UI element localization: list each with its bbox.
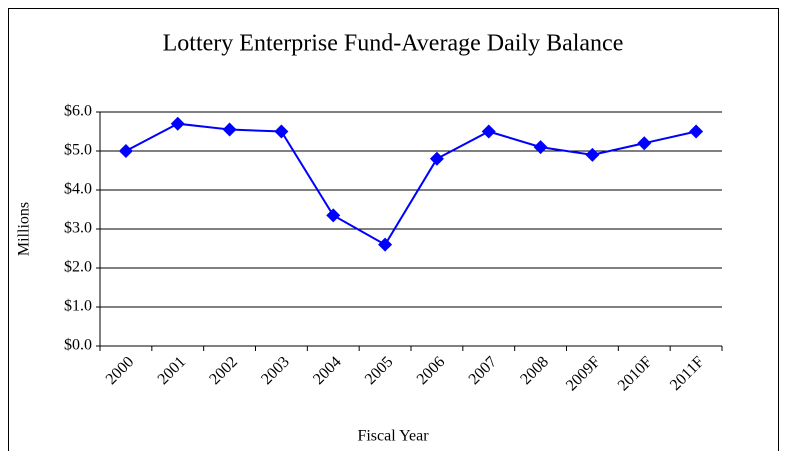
marker bbox=[481, 124, 496, 139]
chart-title: Lottery Enterprise Fund-Average Daily Ba… bbox=[163, 31, 624, 57]
marker bbox=[637, 136, 652, 151]
marker bbox=[689, 124, 704, 139]
x-axis-label: Fiscal Year bbox=[357, 428, 429, 445]
marker bbox=[222, 122, 237, 137]
y-tick-label: $1.0 bbox=[64, 298, 92, 315]
marker bbox=[118, 144, 133, 158]
series-line bbox=[125, 122, 697, 246]
marker bbox=[170, 116, 185, 131]
y-tick-label: $5.0 bbox=[64, 142, 92, 159]
marker bbox=[274, 124, 289, 139]
marker bbox=[378, 237, 393, 252]
y-tick-label: $3.0 bbox=[64, 220, 92, 237]
y-axis-label: Millions bbox=[16, 202, 33, 256]
y-tick-label: $2.0 bbox=[64, 259, 92, 276]
y-tick-label: $0.0 bbox=[64, 337, 92, 354]
y-tick-label: $4.0 bbox=[64, 181, 92, 198]
marker bbox=[533, 140, 548, 155]
marker bbox=[429, 151, 444, 166]
marker bbox=[326, 208, 341, 223]
y-tick-label: $6.0 bbox=[64, 103, 92, 120]
marker bbox=[585, 147, 600, 162]
